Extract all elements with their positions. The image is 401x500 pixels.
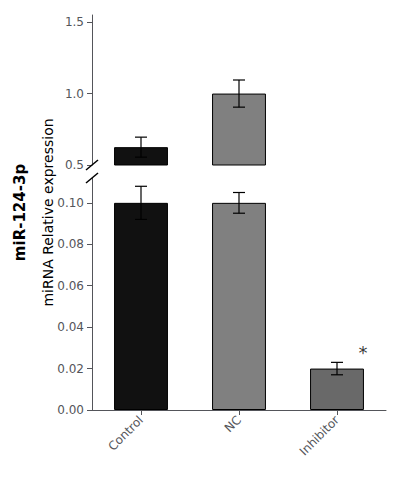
svg-text:NC: NC [222, 413, 244, 435]
svg-text:0.10: 0.10 [57, 196, 84, 210]
svg-text:miRNA Relative expression: miRNA Relative expression [40, 118, 56, 306]
svg-text:miR-124-3p: miR-124-3p [11, 164, 29, 262]
svg-text:0.04: 0.04 [57, 320, 84, 334]
svg-text:0.5: 0.5 [65, 158, 84, 172]
svg-text:Control: Control [105, 413, 146, 454]
svg-text:*: * [359, 342, 368, 363]
svg-text:0.06: 0.06 [57, 279, 84, 293]
svg-text:0.00: 0.00 [57, 403, 84, 417]
svg-text:Inhibitor: Inhibitor [297, 413, 342, 458]
svg-text:0.08: 0.08 [57, 237, 84, 251]
svg-text:1.0: 1.0 [65, 87, 84, 101]
svg-text:1.5: 1.5 [65, 15, 84, 29]
svg-text:0.02: 0.02 [57, 362, 84, 376]
